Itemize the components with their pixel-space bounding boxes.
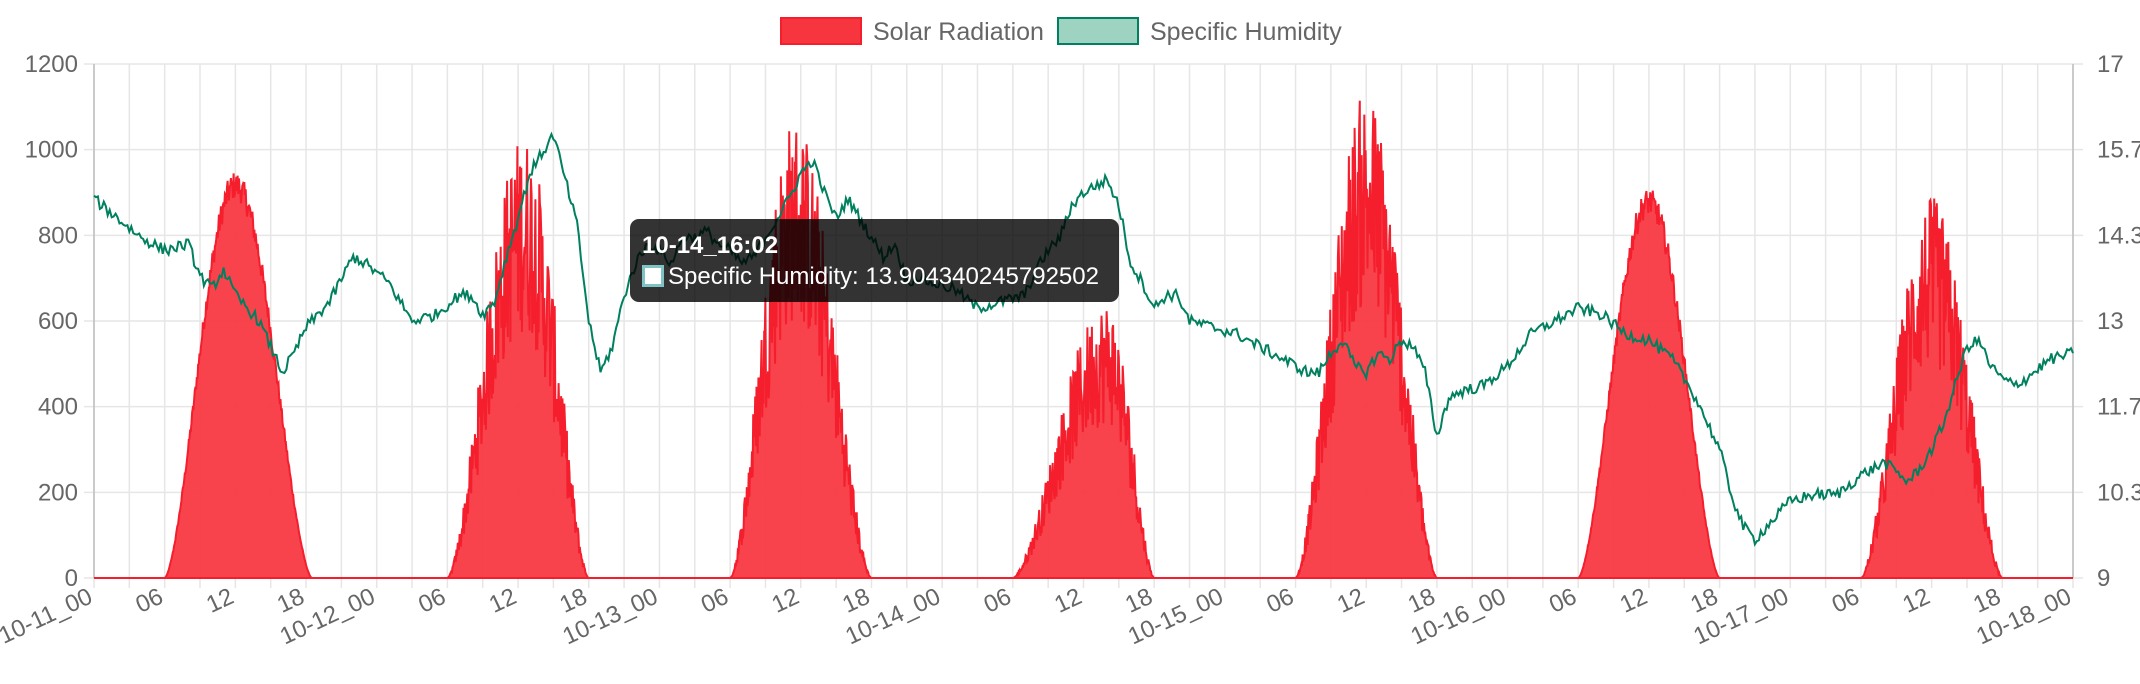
tooltip: 10-14_16:02 Specific Humidity: 13.904340… [630, 219, 1119, 302]
specific-humidity-series [93, 131, 2074, 547]
legend-swatch-specific-humidity[interactable] [1057, 17, 1139, 45]
x-tick-label: 12 [768, 583, 804, 619]
y-left-tick-label: 200 [38, 479, 78, 506]
solar-radiation-day-10-17 [1860, 197, 2003, 579]
legend[interactable]: Solar Radiation Specific Humidity [780, 17, 1342, 46]
y-right-tick-label: 9 [2097, 565, 2110, 592]
y-right-tick-label: 14.3 [2097, 222, 2140, 249]
x-tick-label: 06 [1828, 583, 1864, 619]
tooltip-color-swatch [642, 265, 664, 287]
y-left-tick-label: 800 [38, 222, 78, 249]
tooltip-row: Specific Humidity: 13.904340245792502 [642, 263, 1099, 291]
y-right-tick-label: 15.7 [2097, 137, 2140, 164]
x-tick-label: 12 [202, 583, 238, 619]
tooltip-title: 10-14_16:02 [642, 232, 779, 259]
x-tick-label: 10-11_00 [0, 583, 97, 650]
x-tick-label: 12 [1333, 583, 1369, 619]
solar-radiation-day-10-15 [1292, 100, 1440, 579]
x-tick-label: 12 [1050, 583, 1086, 619]
x-tick-label: 06 [1262, 583, 1298, 619]
x-tick-label: 12 [1616, 583, 1652, 619]
x-tick-label: 06 [132, 583, 168, 619]
y-left-tick-label: 600 [38, 308, 78, 335]
y-left-tick-label: 1200 [25, 51, 78, 78]
y-right-tick-label: 13 [2097, 308, 2124, 335]
solar-radiation-area [94, 100, 2073, 579]
x-tick-label: 06 [697, 583, 733, 619]
y-right-tick-label: 17 [2097, 51, 2124, 78]
y-left-tick-label: 0 [65, 565, 78, 592]
x-tick-label: 12 [1899, 583, 1935, 619]
y-left-tick-label: 1000 [25, 137, 78, 164]
specific-humidity-line [93, 131, 2074, 547]
solar-radiation-day-10-11 [164, 173, 313, 579]
solar-radiation-day-10-16 [1577, 190, 1721, 579]
legend-label-solar-radiation[interactable]: Solar Radiation [873, 18, 1044, 46]
solar-radiation-day-10-12 [446, 146, 593, 579]
x-tick-label: 12 [485, 583, 521, 619]
x-tick-label: 06 [414, 583, 450, 619]
x-tick-label: 06 [980, 583, 1016, 619]
legend-label-specific-humidity[interactable]: Specific Humidity [1150, 18, 1342, 46]
x-tick-label: 06 [1545, 583, 1581, 619]
y-left-tick-label: 400 [38, 394, 78, 421]
y-right-tick-label: 10.3 [2097, 479, 2140, 506]
legend-swatch-solar-radiation[interactable] [780, 17, 862, 45]
solar-radiation-day-10-14 [1012, 311, 1158, 579]
grid [84, 63, 2083, 588]
y-right-tick-label: 11.7 [2097, 394, 2140, 421]
tooltip-label: Specific Humidity: 13.904340245792502 [668, 263, 1099, 290]
